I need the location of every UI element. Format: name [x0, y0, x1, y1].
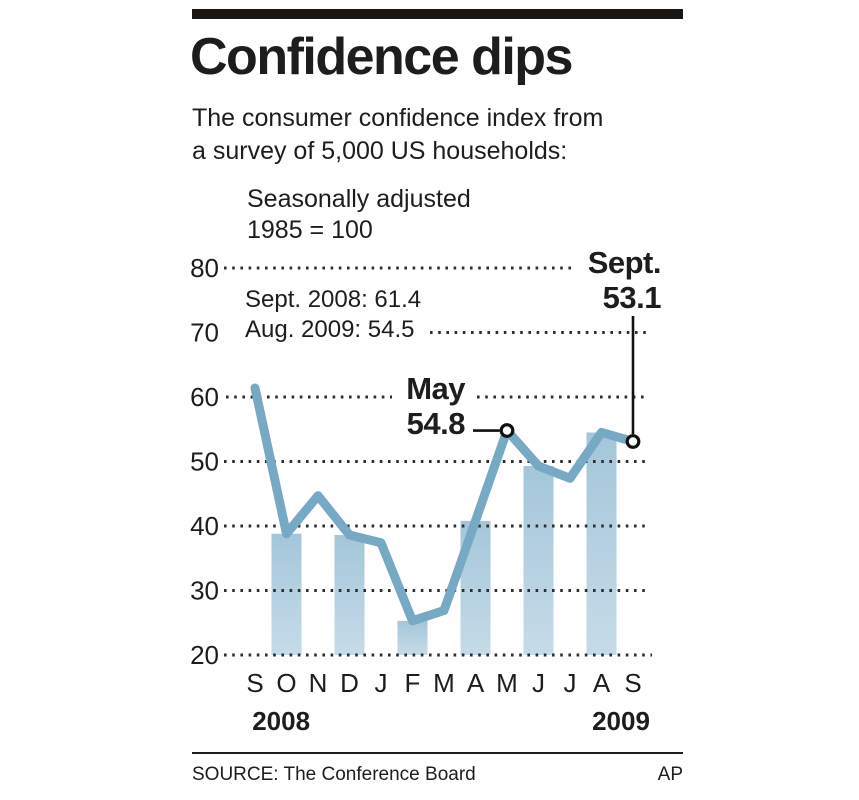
highlight-bars	[271, 432, 617, 655]
stat-sept-2008: Sept. 2008: 61.4	[245, 286, 422, 313]
y-tick-label-20: 20	[190, 640, 219, 670]
annotation-sept-label: Sept.	[587, 245, 662, 280]
year-label-2009: 2009	[592, 706, 650, 736]
y-axis-labels: 80 70 60 50 40 30 20	[190, 253, 219, 670]
note-line-2: 1985 = 100	[247, 216, 373, 244]
chart-subtitle: The consumer confidence index from a surv…	[192, 102, 603, 168]
annotation-may-value: 54.8	[406, 406, 466, 441]
month-label-9: J	[532, 668, 545, 698]
year-label-2008: 2008	[252, 706, 310, 736]
month-label-2: N	[309, 668, 328, 698]
month-label-3: D	[340, 668, 359, 698]
month-label-6: M	[433, 668, 455, 698]
data-point-marker	[499, 423, 515, 438]
agency-credit: AP	[657, 764, 683, 785]
highlight-bar	[271, 533, 302, 655]
month-label-8: M	[496, 668, 518, 698]
y-tick-label-40: 40	[190, 511, 219, 541]
footer: SOURCE: The Conference Board AP	[192, 764, 683, 786]
data-point-marker	[625, 434, 641, 449]
subtitle-line-2: a survey of 5,000 US households:	[192, 137, 568, 165]
month-label-12: S	[624, 668, 641, 698]
callout-connectors	[473, 316, 635, 435]
highlight-bar	[523, 466, 554, 655]
stat-aug-2009: Aug. 2009: 54.5	[245, 316, 415, 343]
y-tick-label-30: 30	[190, 576, 219, 606]
y-tick-label-60: 60	[190, 382, 219, 412]
month-label-1: O	[276, 668, 296, 698]
annotation-may-label: May	[406, 371, 465, 406]
y-tick-label-80: 80	[190, 253, 219, 283]
month-label-0: S	[246, 668, 263, 698]
footer-divider	[192, 752, 683, 754]
gridlines	[224, 266, 652, 657]
confidence-index-line	[250, 383, 638, 626]
month-label-4: J	[375, 668, 388, 698]
highlight-bar	[334, 535, 365, 655]
source-credit: SOURCE: The Conference Board	[192, 764, 476, 785]
methodology-note: Seasonally adjusted 1985 = 100	[247, 184, 471, 246]
highlight-bar	[586, 432, 617, 655]
highlight-bar	[397, 620, 428, 655]
page-title: Confidence dips	[190, 28, 573, 86]
annotation-sept: Sept. 53.1	[587, 245, 662, 315]
data-point-markers	[499, 423, 641, 449]
month-label-7: A	[467, 668, 485, 698]
key-figures: Sept. 2008: 61.4 Aug. 2009: 54.5	[245, 285, 421, 345]
subtitle-line-1: The consumer confidence index from	[192, 104, 604, 132]
month-label-11: A	[593, 668, 611, 698]
annotation-may: May 54.8	[406, 371, 465, 441]
y-tick-label-50: 50	[190, 447, 219, 477]
y-tick-label-70: 70	[190, 318, 219, 348]
note-line-1: Seasonally adjusted	[247, 185, 471, 213]
top-accent-bar	[192, 9, 683, 19]
series-line-group	[250, 383, 638, 626]
month-label-5: F	[405, 668, 421, 698]
month-label-10: J	[564, 668, 577, 698]
annotation-sept-value: 53.1	[602, 280, 662, 315]
